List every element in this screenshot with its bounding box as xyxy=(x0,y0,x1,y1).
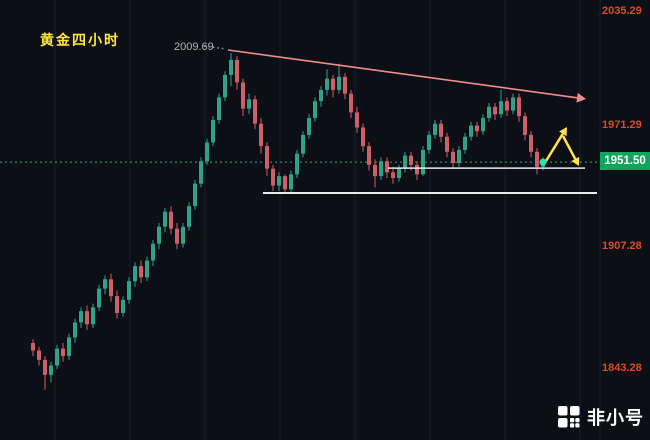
axis-price-label-2035: 2035.29 xyxy=(602,5,642,17)
current-price-badge: 1951.50 xyxy=(600,152,650,170)
feixiaohao-logo-icon xyxy=(558,406,580,428)
chart-title: 黄金四小时 xyxy=(40,32,120,48)
candles xyxy=(31,52,545,390)
axis-price-label-1971: 1971.29 xyxy=(602,119,642,131)
axis-price-label-1843: 1843.28 xyxy=(602,362,642,374)
watermark: 非小号 xyxy=(558,404,644,430)
peak-price-label: 2009.69 xyxy=(174,41,214,53)
watermark-text: 非小号 xyxy=(587,408,644,428)
grid-lines xyxy=(0,0,601,440)
axis-price-label-1907: 1907.28 xyxy=(602,240,642,252)
chart-annotations xyxy=(203,45,597,195)
